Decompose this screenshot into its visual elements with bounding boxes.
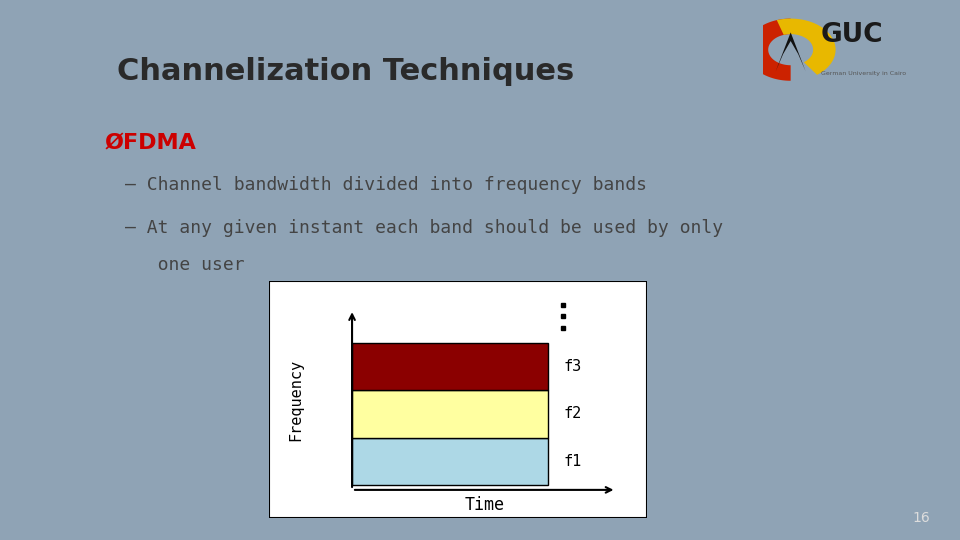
Text: Channelization Techniques: Channelization Techniques bbox=[117, 57, 574, 86]
Text: 16: 16 bbox=[913, 511, 930, 525]
Polygon shape bbox=[776, 32, 805, 71]
Text: Time: Time bbox=[465, 496, 504, 514]
Polygon shape bbox=[746, 18, 791, 81]
Text: German University in Cairo: German University in Cairo bbox=[821, 71, 905, 76]
Bar bbox=[352, 437, 548, 485]
Text: ØFDMA: ØFDMA bbox=[105, 132, 197, 152]
Text: – At any given instant each band should be used by only: – At any given instant each band should … bbox=[126, 219, 724, 237]
Text: one user: one user bbox=[126, 256, 245, 274]
Text: Frequency: Frequency bbox=[288, 359, 303, 441]
Text: f2: f2 bbox=[564, 407, 582, 421]
Text: f1: f1 bbox=[564, 454, 582, 469]
Polygon shape bbox=[777, 18, 835, 75]
Text: GUC: GUC bbox=[821, 22, 883, 48]
Bar bbox=[352, 342, 548, 390]
Bar bbox=[352, 390, 548, 437]
Text: f3: f3 bbox=[564, 359, 582, 374]
Text: – Channel bandwidth divided into frequency bands: – Channel bandwidth divided into frequen… bbox=[126, 176, 647, 193]
